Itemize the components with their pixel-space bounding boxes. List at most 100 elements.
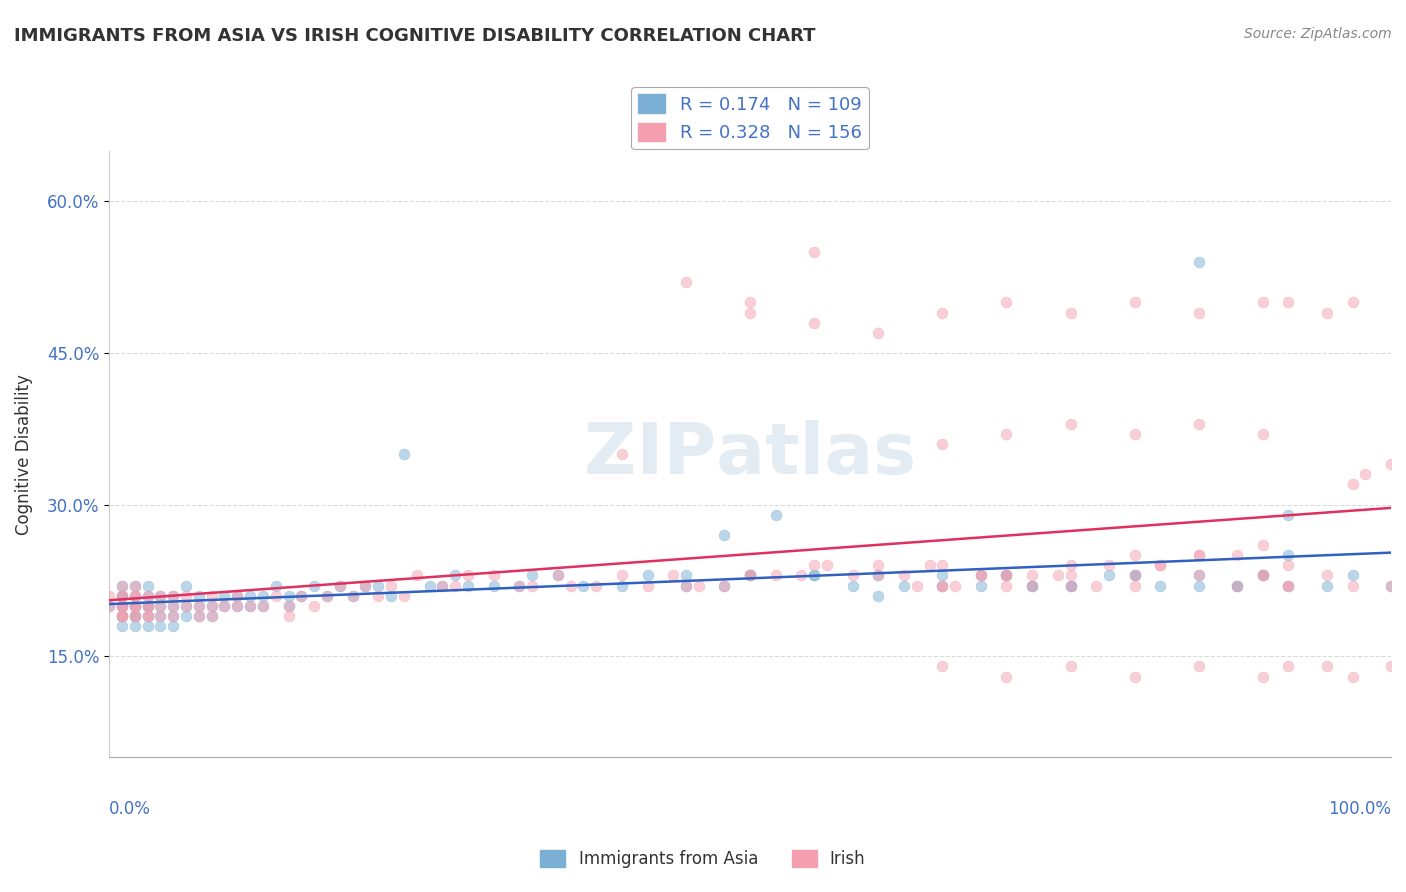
Point (111, 589, 134, 603)
Point (1123, 426, 1146, 441)
Point (111, 608, 134, 623)
Point (803, 568, 825, 582)
Point (931, 305, 953, 319)
Point (1123, 568, 1146, 582)
Point (918, 558, 941, 573)
Point (1021, 578, 1043, 592)
Point (1251, 295, 1274, 310)
Point (432, 578, 454, 592)
Point (201, 589, 224, 603)
Point (931, 659, 953, 673)
Point (1059, 578, 1081, 592)
Point (1021, 578, 1043, 592)
Point (457, 568, 479, 582)
Point (970, 578, 993, 592)
Point (1251, 568, 1274, 582)
Point (1188, 659, 1211, 673)
Point (790, 568, 813, 582)
Point (252, 589, 274, 603)
Point (1251, 426, 1274, 441)
Point (174, 589, 197, 603)
Point (124, 599, 146, 613)
Point (1316, 659, 1339, 673)
Point (995, 578, 1018, 592)
Point (815, 558, 838, 573)
Point (1379, 578, 1402, 592)
Point (1149, 578, 1171, 592)
Point (520, 568, 543, 582)
Point (1379, 659, 1402, 673)
Point (252, 599, 274, 613)
Point (1188, 548, 1211, 562)
Point (1251, 568, 1274, 582)
Point (457, 578, 479, 592)
Text: 100.0%: 100.0% (1329, 800, 1391, 818)
Point (1316, 578, 1339, 592)
Point (290, 589, 312, 603)
Point (1188, 417, 1211, 431)
Point (380, 578, 402, 592)
Point (1098, 558, 1121, 573)
Point (610, 578, 633, 592)
Point (367, 589, 389, 603)
Point (893, 578, 915, 592)
Point (1341, 477, 1364, 491)
Point (124, 608, 146, 623)
Point (995, 568, 1018, 582)
Point (316, 589, 339, 603)
Point (342, 589, 364, 603)
Point (111, 589, 134, 603)
Point (610, 447, 633, 461)
Point (1277, 578, 1299, 592)
Point (1188, 568, 1211, 582)
Point (111, 578, 134, 592)
Point (201, 608, 224, 623)
Point (111, 599, 134, 613)
Point (277, 608, 299, 623)
Point (98, 589, 121, 603)
Point (149, 599, 172, 613)
Point (392, 589, 415, 603)
Point (520, 578, 543, 592)
Point (1277, 295, 1299, 310)
Point (931, 558, 953, 573)
Point (149, 589, 172, 603)
Point (1021, 568, 1043, 582)
Point (943, 578, 966, 592)
Point (302, 578, 325, 592)
Point (124, 619, 146, 633)
Point (688, 578, 710, 592)
Point (841, 578, 863, 592)
Point (738, 568, 761, 582)
Point (675, 568, 697, 582)
Point (905, 578, 928, 592)
Point (149, 608, 172, 623)
Point (111, 578, 134, 592)
Point (136, 599, 159, 613)
Point (226, 589, 249, 603)
Point (1251, 568, 1274, 582)
Point (1316, 568, 1339, 582)
Point (738, 295, 761, 310)
Point (1379, 578, 1402, 592)
Point (868, 326, 890, 340)
Point (124, 599, 146, 613)
Point (1379, 457, 1402, 471)
Point (1341, 295, 1364, 310)
Point (136, 589, 159, 603)
Point (1251, 568, 1274, 582)
Point (252, 599, 274, 613)
Legend: R = 0.174   N = 109, R = 0.328   N = 156: R = 0.174 N = 109, R = 0.328 N = 156 (631, 87, 869, 149)
Point (803, 558, 825, 573)
Point (1251, 669, 1274, 683)
Point (124, 608, 146, 623)
Point (111, 619, 134, 633)
Point (136, 608, 159, 623)
Point (111, 599, 134, 613)
Point (111, 589, 134, 603)
Point (149, 599, 172, 613)
Point (868, 568, 890, 582)
Point (1123, 295, 1146, 310)
Point (162, 589, 184, 603)
Point (124, 589, 146, 603)
